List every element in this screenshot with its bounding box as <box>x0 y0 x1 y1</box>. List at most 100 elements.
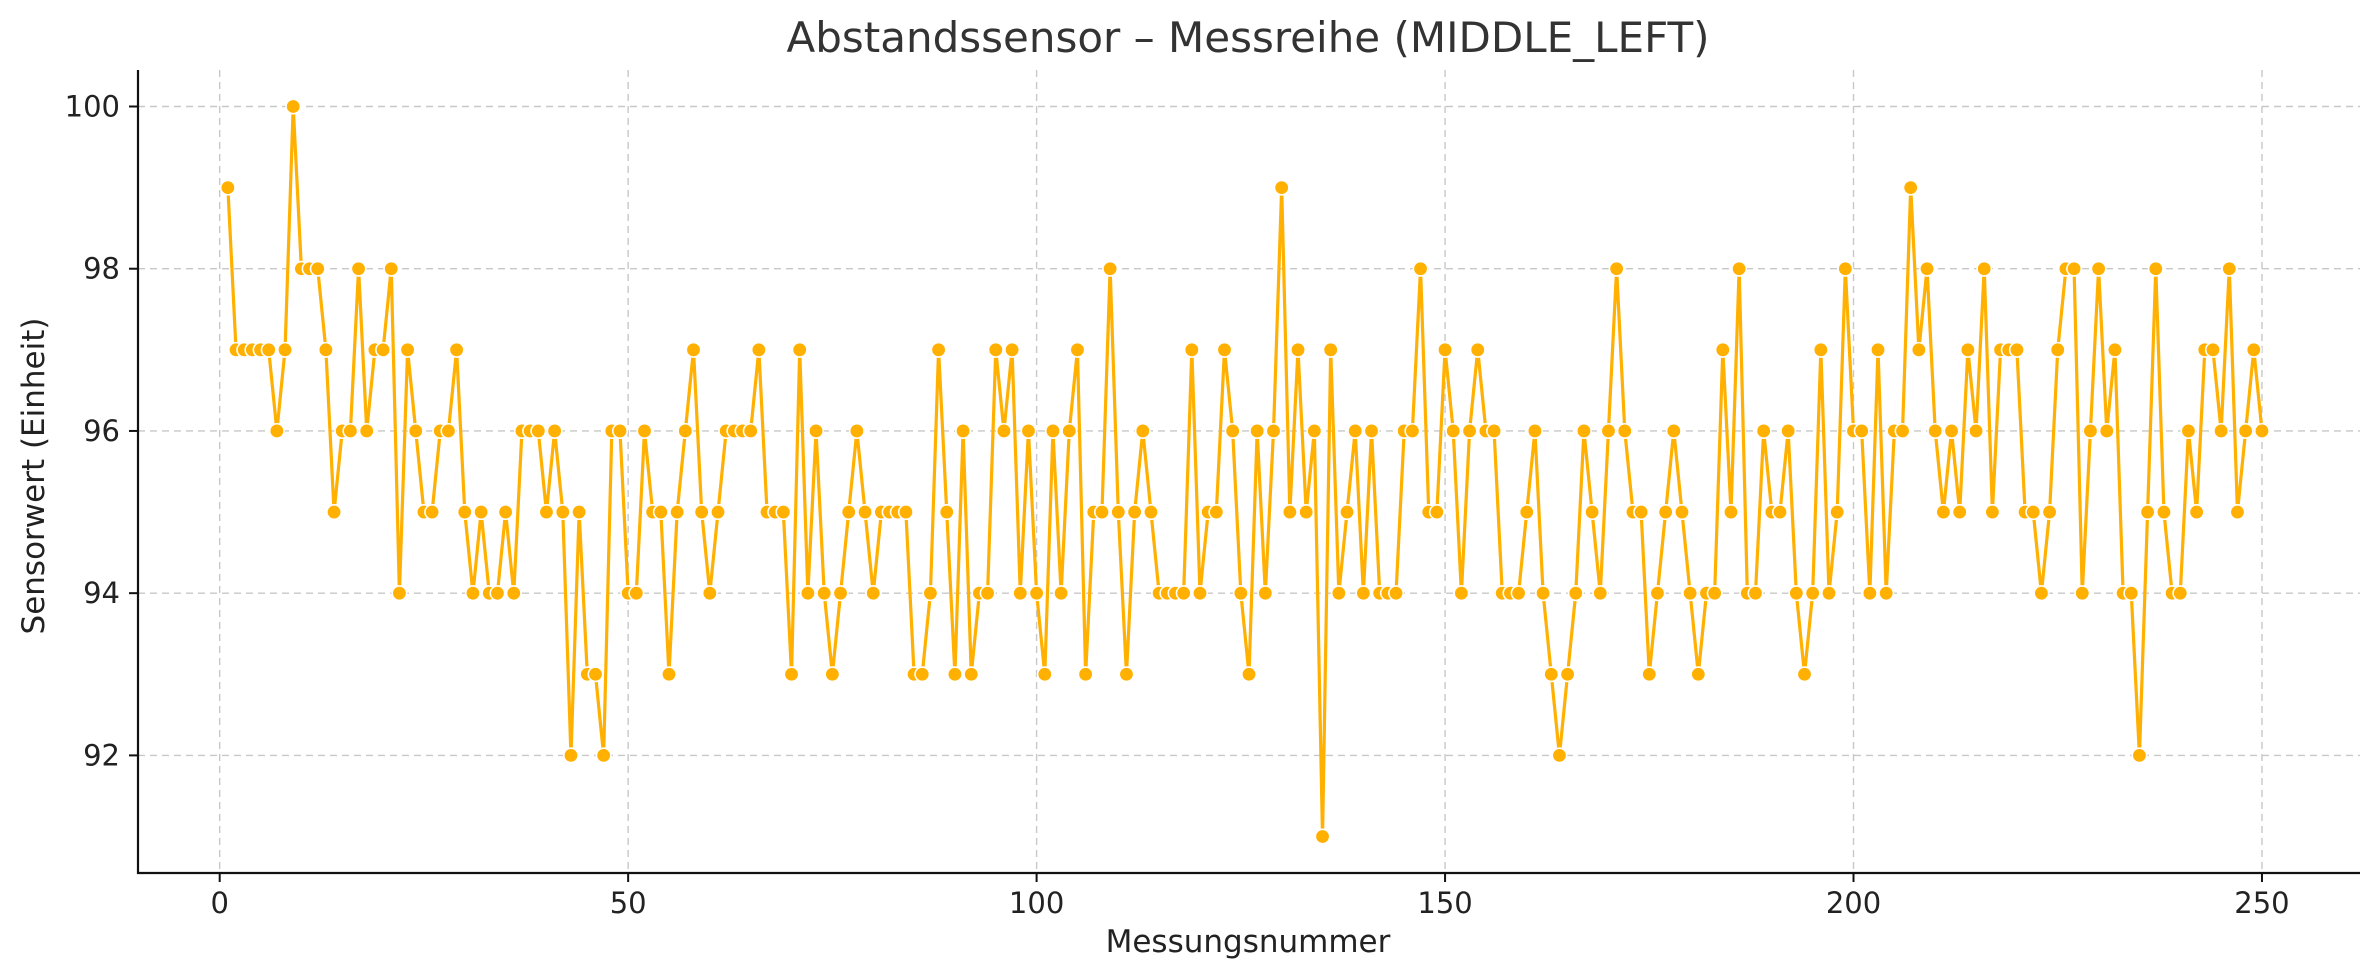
data-point <box>2123 585 2140 602</box>
data-point <box>1535 585 1552 602</box>
data-point <box>2204 341 2221 358</box>
axis-ticks: 0 50 100 150 200 250 92 94 96 98 100 <box>65 90 2290 921</box>
data-point <box>1298 504 1315 521</box>
grid-lines <box>138 70 2360 873</box>
data-point <box>383 260 400 277</box>
data-point <box>669 504 686 521</box>
x-tick-label: 50 <box>610 886 647 920</box>
data-point <box>710 504 727 521</box>
data-point <box>1943 422 1960 439</box>
data-point <box>2066 260 2083 277</box>
y-tick-label: 94 <box>83 576 120 610</box>
data-point <box>1543 666 1560 683</box>
data-point <box>530 422 547 439</box>
data-point <box>611 422 628 439</box>
data-point <box>1984 504 2001 521</box>
data-point <box>2245 341 2262 358</box>
data-point <box>750 341 767 358</box>
data-point <box>424 504 441 521</box>
data-point <box>791 341 808 358</box>
data-point <box>391 585 408 602</box>
data-point <box>505 585 522 602</box>
y-tick-label: 98 <box>83 252 120 286</box>
data-point <box>260 341 277 358</box>
data-point <box>1208 504 1225 521</box>
data-point <box>628 585 645 602</box>
data-point <box>930 341 947 358</box>
data-point <box>1118 666 1135 683</box>
data-point <box>2025 504 2042 521</box>
data-point <box>1330 585 1347 602</box>
data-point <box>1706 585 1723 602</box>
data-point <box>1126 504 1143 521</box>
data-point <box>1567 585 1584 602</box>
data-point <box>440 422 457 439</box>
x-tick-label: 250 <box>2234 886 2289 920</box>
data-point <box>464 585 481 602</box>
data-point <box>660 666 677 683</box>
data-point <box>922 585 939 602</box>
data-point <box>1142 504 1159 521</box>
data-point <box>219 179 236 196</box>
data-point <box>1894 422 1911 439</box>
data-point <box>2221 260 2238 277</box>
x-tick-label: 0 <box>210 886 228 920</box>
data-point <box>268 422 285 439</box>
data-point <box>1771 504 1788 521</box>
data-series <box>219 98 2270 845</box>
data-point <box>1861 585 1878 602</box>
data-point <box>456 504 473 521</box>
data-point <box>489 585 506 602</box>
data-point <box>742 422 759 439</box>
data-point <box>1077 666 1094 683</box>
data-point <box>309 260 326 277</box>
data-point <box>995 422 1012 439</box>
data-point <box>775 504 792 521</box>
data-point <box>1281 504 1298 521</box>
data-point <box>1526 422 1543 439</box>
data-point <box>1461 422 1478 439</box>
data-point <box>963 666 980 683</box>
data-point <box>2033 585 2050 602</box>
data-point <box>2098 422 2115 439</box>
data-point <box>652 504 669 521</box>
data-point <box>1641 666 1658 683</box>
data-point <box>1257 585 1274 602</box>
data-point <box>636 422 653 439</box>
data-point <box>1012 585 1029 602</box>
data-point <box>1183 341 1200 358</box>
data-point <box>2074 585 2091 602</box>
x-axis-label: Messungsnummer <box>1106 924 1391 960</box>
data-point <box>1314 828 1331 845</box>
data-point <box>2082 422 2099 439</box>
data-point <box>1322 341 1339 358</box>
y-tick-label: 100 <box>65 90 120 124</box>
data-point <box>2155 504 2172 521</box>
data-point <box>1608 260 1625 277</box>
data-point <box>2049 341 2066 358</box>
data-point <box>979 585 996 602</box>
data-point <box>783 666 800 683</box>
data-point <box>1232 585 1249 602</box>
x-tick-label: 100 <box>1009 886 1064 920</box>
data-point <box>1592 585 1609 602</box>
y-axis-label: Sensorwert (Einheit) <box>16 318 52 635</box>
data-point <box>1347 422 1364 439</box>
data-point <box>1968 422 1985 439</box>
data-point <box>538 504 555 521</box>
data-point <box>1959 341 1976 358</box>
data-point <box>1878 585 1895 602</box>
data-point <box>1788 585 1805 602</box>
data-point <box>1902 179 1919 196</box>
data-point <box>1575 422 1592 439</box>
data-point <box>1722 504 1739 521</box>
data-point <box>1191 585 1208 602</box>
data-point <box>1093 504 1110 521</box>
data-point <box>1616 422 1633 439</box>
data-point <box>865 585 882 602</box>
data-point <box>1731 260 1748 277</box>
data-point <box>1976 260 1993 277</box>
data-point <box>1927 422 1944 439</box>
data-point <box>685 341 702 358</box>
data-point <box>2253 422 2270 439</box>
